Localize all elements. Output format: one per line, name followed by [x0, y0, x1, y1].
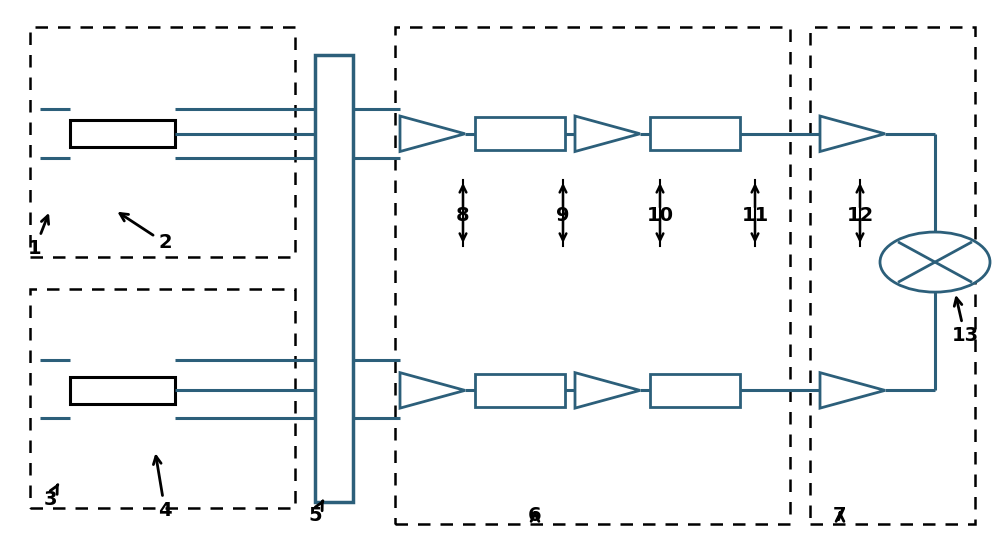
Text: 8: 8	[456, 206, 470, 225]
Polygon shape	[575, 372, 640, 408]
Text: 6: 6	[528, 507, 542, 525]
Text: 9: 9	[556, 206, 570, 225]
Bar	[650, 117, 740, 150]
Text: 13: 13	[951, 298, 979, 345]
Text: 10: 10	[646, 206, 674, 225]
Text: 2: 2	[120, 213, 172, 252]
Text: 5: 5	[308, 501, 323, 525]
Bar	[395, 27, 790, 524]
Bar	[650, 374, 740, 407]
Bar	[30, 27, 295, 257]
Bar	[70, 377, 175, 404]
Polygon shape	[575, 116, 640, 151]
Bar	[315, 55, 353, 502]
Polygon shape	[820, 116, 885, 151]
Bar	[810, 27, 975, 524]
Text: 3: 3	[43, 484, 58, 509]
Bar	[30, 289, 295, 508]
Polygon shape	[400, 372, 465, 408]
Circle shape	[880, 232, 990, 292]
Bar	[70, 120, 175, 147]
Text: 12: 12	[846, 206, 874, 225]
Polygon shape	[820, 372, 885, 408]
Bar	[475, 117, 565, 150]
Polygon shape	[400, 116, 465, 151]
Text: 7: 7	[833, 507, 847, 525]
Text: 11: 11	[741, 206, 769, 225]
Bar	[475, 374, 565, 407]
Text: 1: 1	[28, 216, 49, 258]
Text: 4: 4	[153, 456, 172, 520]
